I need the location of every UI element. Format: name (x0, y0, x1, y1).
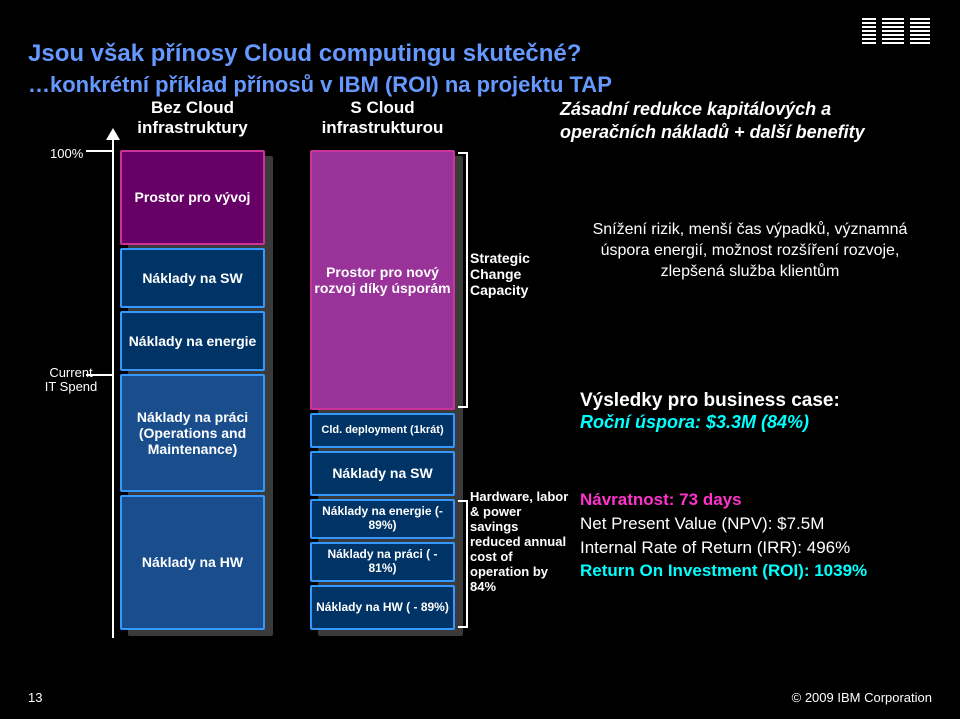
roi-metrics: Návratnost: 73 days Net Present Value (N… (580, 488, 920, 583)
slide-number: 13 (28, 690, 42, 705)
col1-strategic: Prostor pro vývoj (120, 150, 265, 245)
chart-area: Bez Cloud infrastruktury S Cloud infrast… (40, 120, 920, 650)
right-bullets: Snížení rizik, menší čas výpadků, význam… (580, 220, 920, 282)
col1-label: Bez Cloud infrastruktury (120, 98, 265, 139)
col1-ops: Náklady na práci (Operations and Mainten… (120, 374, 265, 492)
col2-hw: Náklady na HW ( - 89%) (310, 585, 455, 630)
col1-energy: Náklady na energie (120, 311, 265, 371)
axis-100-label: 100% (50, 146, 83, 161)
col2-ops: Náklady na práci ( - 81%) (310, 542, 455, 582)
col2-sw: Náklady na SW (310, 451, 455, 496)
axis-it-spend-label: Current IT Spend (42, 366, 100, 395)
hw-annotation: Hardware, labor & power savings reduced … (470, 490, 570, 595)
slide-title: Jsou však přínosy Cloud computingu skute… (28, 40, 581, 68)
hw-brace (458, 500, 468, 628)
axis-it-tick (86, 374, 114, 376)
axis-line (112, 138, 114, 638)
strategic-brace (458, 152, 468, 408)
col2-cld: Cld. deployment (1krát) (310, 413, 455, 448)
col2-energy: Náklady na energie (- 89%) (310, 499, 455, 539)
col2-strategic: Prostor pro nový rozvoj díky úsporám (310, 150, 455, 410)
results-title: Výsledky pro business case: (580, 390, 920, 412)
slide-subtitle: …konkrétní příklad přínosů v IBM (ROI) n… (28, 72, 612, 98)
ibm-logo (862, 18, 930, 44)
roi-line: Return On Investment (ROI): 1039% (580, 559, 920, 583)
copyright: © 2009 IBM Corporation (792, 690, 932, 705)
col2-label: S Cloud infrastrukturou (310, 98, 455, 139)
results-savings: Roční úspora: $3.3M (84%) (580, 412, 920, 433)
axis-arrow (106, 128, 120, 140)
results-block: Výsledky pro business case: Roční úspora… (580, 390, 920, 433)
col1-sw: Náklady na SW (120, 248, 265, 308)
strategic-annotation: Strategic Change Capacity (470, 250, 560, 298)
irr-line: Internal Rate of Return (IRR): 496% (580, 536, 920, 560)
axis-100-tick (86, 150, 114, 152)
npv-line: Net Present Value (NPV): $7.5M (580, 512, 920, 536)
right-headline: Zásadní redukce kapitálových a operačníc… (560, 98, 920, 143)
payback-line: Návratnost: 73 days (580, 488, 920, 512)
col1-hw: Náklady na HW (120, 495, 265, 630)
